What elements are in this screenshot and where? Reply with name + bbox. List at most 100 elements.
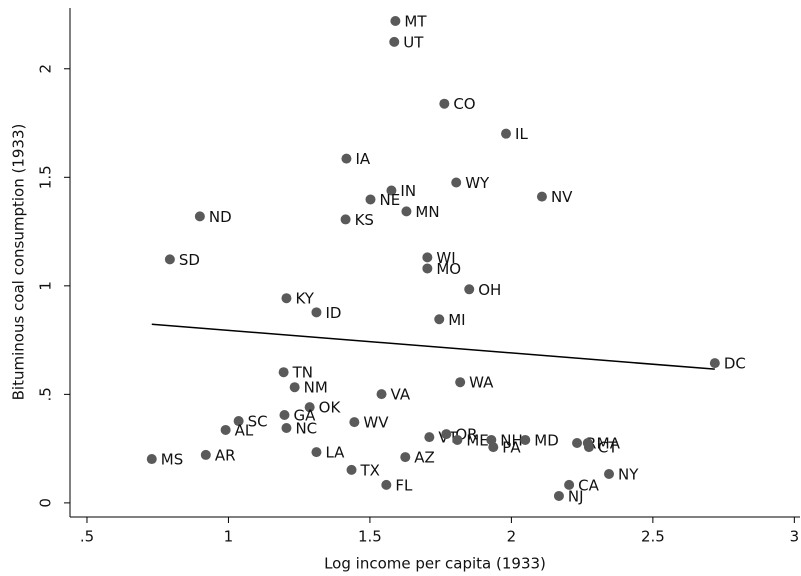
point-label: OK xyxy=(319,399,342,417)
y-tick-label: .5 xyxy=(37,387,55,401)
point xyxy=(455,377,466,388)
x-tick-label: 2.5 xyxy=(641,528,665,546)
point-label: VA xyxy=(391,386,411,404)
point xyxy=(278,367,289,378)
point xyxy=(401,206,412,217)
point-label: GA xyxy=(293,406,316,424)
point xyxy=(583,442,594,453)
point-label: SD xyxy=(179,251,200,269)
y-axis-label: Bituminous coal consumption (1933) xyxy=(10,124,28,401)
point xyxy=(553,490,564,501)
point xyxy=(464,284,475,295)
point xyxy=(424,432,435,443)
point xyxy=(194,211,205,222)
point xyxy=(376,389,387,400)
point-label: MS xyxy=(161,451,183,469)
fit-line xyxy=(151,323,715,370)
point-label: FL xyxy=(395,476,413,494)
point-label: WA xyxy=(469,374,494,392)
point-label: NM xyxy=(304,379,328,397)
point-label: MO xyxy=(436,260,461,278)
point xyxy=(520,434,531,445)
point xyxy=(564,479,575,490)
point xyxy=(340,214,351,225)
point xyxy=(422,252,433,263)
point-label: KY xyxy=(295,290,314,308)
point-label: LA xyxy=(325,444,345,462)
point xyxy=(311,307,322,318)
point xyxy=(281,423,292,434)
point-label: CO xyxy=(453,95,475,113)
point-label: ID xyxy=(325,304,341,322)
point xyxy=(439,98,450,109)
point xyxy=(434,314,445,325)
point-label: NV xyxy=(551,188,573,206)
point-label: TX xyxy=(360,461,380,479)
point-label: AL xyxy=(235,421,254,439)
point xyxy=(220,424,231,435)
point-label: CA xyxy=(578,476,599,494)
point-label: ND xyxy=(209,208,232,226)
point-label: WI xyxy=(436,249,455,267)
point xyxy=(386,185,397,196)
point-label: NC xyxy=(295,420,317,438)
point-label: MD xyxy=(534,431,559,449)
point xyxy=(233,416,244,427)
point xyxy=(381,479,392,490)
point-label: NE xyxy=(379,191,400,209)
point-label: MI xyxy=(448,311,465,329)
point-label: AZ xyxy=(414,449,435,467)
point xyxy=(341,153,352,164)
point xyxy=(365,194,376,205)
point xyxy=(441,429,452,440)
point-label: NJ xyxy=(568,487,584,505)
point xyxy=(452,434,463,445)
point xyxy=(346,464,357,475)
point-label: OH xyxy=(478,281,501,299)
point-label: NH xyxy=(500,431,523,449)
point xyxy=(349,417,360,428)
point-label: UT xyxy=(403,33,424,51)
point-label: ME xyxy=(466,431,488,449)
x-axis-label: Log income per capita (1933) xyxy=(324,555,546,573)
point xyxy=(146,454,157,465)
point-label: IA xyxy=(355,150,370,168)
point xyxy=(709,358,720,369)
point xyxy=(488,442,499,453)
x-tick-label: 1.5 xyxy=(358,528,382,546)
point xyxy=(422,263,433,274)
point-label: PA xyxy=(502,439,521,457)
point xyxy=(536,191,547,202)
point xyxy=(164,254,175,265)
point-label: MA xyxy=(597,434,621,452)
point-label: DC xyxy=(724,355,746,373)
point xyxy=(390,16,401,27)
point xyxy=(289,382,300,393)
point xyxy=(304,402,315,413)
point xyxy=(279,409,290,420)
point xyxy=(200,449,211,460)
point-label: MT xyxy=(404,13,427,31)
point-label: TN xyxy=(292,364,313,382)
point xyxy=(311,447,322,458)
point-label: AR xyxy=(215,446,236,464)
point-label: CT xyxy=(598,439,618,457)
point-label: WV xyxy=(363,414,389,432)
x-tick-label: 2 xyxy=(507,528,517,546)
point-label: SC xyxy=(248,413,268,431)
point xyxy=(451,177,462,188)
point-label: WY xyxy=(465,174,490,192)
point-label: MN xyxy=(415,203,439,221)
point-label: IL xyxy=(515,125,528,143)
point xyxy=(400,452,411,463)
point-label: KS xyxy=(355,211,374,229)
point xyxy=(604,469,615,480)
y-tick-label: 1 xyxy=(37,281,55,291)
x-tick-label: 3 xyxy=(790,528,800,546)
point xyxy=(501,128,512,139)
point xyxy=(572,437,583,448)
point-label: IN xyxy=(400,182,416,200)
x-tick-label: .5 xyxy=(80,528,94,546)
y-tick-label: 2 xyxy=(37,64,55,74)
